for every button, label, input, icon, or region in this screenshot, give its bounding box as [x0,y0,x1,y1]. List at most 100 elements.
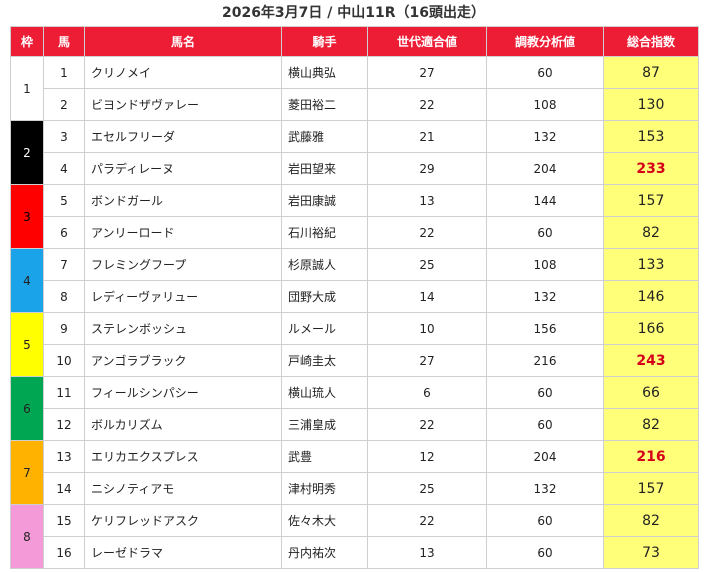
horse-name-cell: アンゴラブラック [84,344,282,377]
umaban-cell: 7 [43,248,85,281]
generation-fit-cell: 29 [367,152,487,185]
umaban-cell: 4 [43,152,85,185]
training-analysis-cell: 108 [486,248,604,281]
horse-name-cell: フレミングフープ [84,248,282,281]
jockey-cell: 菱田裕二 [281,88,368,121]
header-total-index: 総合指数 [603,26,699,57]
header-generation-fit: 世代適合値 [367,26,487,57]
training-analysis-cell: 60 [486,376,604,409]
jockey-cell: 丹内祐次 [281,536,368,569]
total-index-cell: 243 [603,344,699,377]
header-training-analysis: 調教分析値 [486,26,604,57]
header-umaban: 馬 [43,26,85,57]
total-index-cell: 73 [603,536,699,569]
jockey-cell: 横山琉人 [281,376,368,409]
waku-cell: 6 [10,376,44,441]
training-analysis-cell: 60 [486,56,604,89]
table-row: 8 15 ケリフレッドアスク 佐々木大 22 60 82 [10,504,699,569]
table-row: 6 11 フィールシンパシー 横山琉人 6 60 66 [10,376,699,441]
waku-cell: 3 [10,184,44,249]
page-title: 2026年3月7日 / 中山11R（16頭出走） [221,5,486,21]
generation-fit-cell: 6 [367,376,487,409]
table-row: 2 3 エセルフリーダ 武藤雅 21 132 153 [10,120,699,185]
umaban-cell: 13 [43,440,85,473]
table-row: 3 5 ボンドガール 岩田康誠 13 144 157 [10,184,699,249]
umaban-cell: 15 [43,504,85,537]
jockey-cell: 津村明秀 [281,472,368,505]
training-analysis-cell: 60 [486,408,604,441]
horse-name-cell: ステレンボッシュ [84,312,282,345]
jockey-cell: 岩田康誠 [281,184,368,217]
jockey-cell: 石川裕紀 [281,216,368,249]
waku-cell: 7 [10,440,44,505]
training-analysis-cell: 108 [486,88,604,121]
generation-fit-cell: 13 [367,184,487,217]
umaban-cell: 1 [43,56,85,89]
waku-cell: 8 [10,504,44,569]
training-analysis-cell: 204 [486,440,604,473]
total-index-cell: 133 [603,248,699,281]
total-index-cell: 82 [603,408,699,441]
umaban-cell: 5 [43,184,85,217]
generation-fit-cell: 22 [367,88,487,121]
horse-name-cell: ケリフレッドアスク [84,504,282,537]
generation-fit-cell: 14 [367,280,487,313]
total-index-cell: 166 [603,312,699,345]
total-index-cell: 157 [603,472,699,505]
generation-fit-cell: 27 [367,344,487,377]
total-index-cell: 66 [603,376,699,409]
table-row: 7 13 エリカエクスプレス 武豊 12 204 216 [10,440,699,505]
training-analysis-cell: 132 [486,120,604,153]
jockey-cell: ルメール [281,312,368,345]
training-analysis-cell: 144 [486,184,604,217]
table-row: 2 ビヨンドザヴァレー 菱田裕二 22 108 130 [11,88,699,121]
generation-fit-cell: 22 [367,216,487,249]
table-row: 5 9 ステレンボッシュ ルメール 10 156 166 [10,312,699,377]
horse-name-cell: レディーヴァリュー [84,280,282,313]
jockey-cell: 佐々木大 [281,504,368,537]
horse-name-cell: ボンドガール [84,184,282,217]
umaban-cell: 10 [43,344,85,377]
race-index-table: 枠 馬 馬名 騎手 世代適合値 調教分析値 総合指数 1 1 クリノメイ 横山典弘 27… [10,26,699,569]
horse-name-cell: フィールシンパシー [84,376,282,409]
jockey-cell: 杉原誠人 [281,248,368,281]
umaban-cell: 9 [43,312,85,345]
table-row: 10 アンゴラブラック 戸崎圭太 27 216 243 [11,344,699,377]
training-analysis-cell: 216 [486,344,604,377]
header-jockey: 騎手 [281,26,368,57]
table-row: 6 アンリーロード 石川裕紀 22 60 82 [11,216,699,249]
horse-name-cell: エセルフリーダ [84,120,282,153]
umaban-cell: 2 [43,88,85,121]
generation-fit-cell: 21 [367,120,487,153]
table-row: 4 7 フレミングフープ 杉原誠人 25 108 133 [10,248,699,313]
jockey-cell: 武豊 [281,440,368,473]
jockey-cell: 戸崎圭太 [281,344,368,377]
total-index-cell: 146 [603,280,699,313]
horse-name-cell: レーゼドラマ [84,536,282,569]
training-analysis-cell: 60 [486,504,604,537]
horse-name-cell: パラディレーヌ [84,152,282,185]
generation-fit-cell: 12 [367,440,487,473]
header-horse-name: 馬名 [84,26,282,57]
waku-cell: 2 [10,120,44,185]
training-analysis-cell: 204 [486,152,604,185]
waku-cell: 4 [10,248,44,313]
total-index-cell: 153 [603,120,699,153]
jockey-cell: 団野大成 [281,280,368,313]
training-analysis-cell: 156 [486,312,604,345]
horse-name-cell: アンリーロード [84,216,282,249]
horse-name-cell: ビヨンドザヴァレー [84,88,282,121]
generation-fit-cell: 13 [367,536,487,569]
jockey-cell: 武藤雅 [281,120,368,153]
generation-fit-cell: 25 [367,248,487,281]
jockey-cell: 岩田望来 [281,152,368,185]
umaban-cell: 14 [43,472,85,505]
total-index-cell: 157 [603,184,699,217]
table-row: 4 パラディレーヌ 岩田望来 29 204 233 [11,152,699,185]
table-row: 12 ボルカリズム 三浦皇成 22 60 82 [11,408,699,441]
table-row: 1 1 クリノメイ 横山典弘 27 60 87 [10,56,699,121]
waku-cell: 1 [10,56,44,121]
umaban-cell: 11 [43,376,85,409]
generation-fit-cell: 10 [367,312,487,345]
umaban-cell: 3 [43,120,85,153]
